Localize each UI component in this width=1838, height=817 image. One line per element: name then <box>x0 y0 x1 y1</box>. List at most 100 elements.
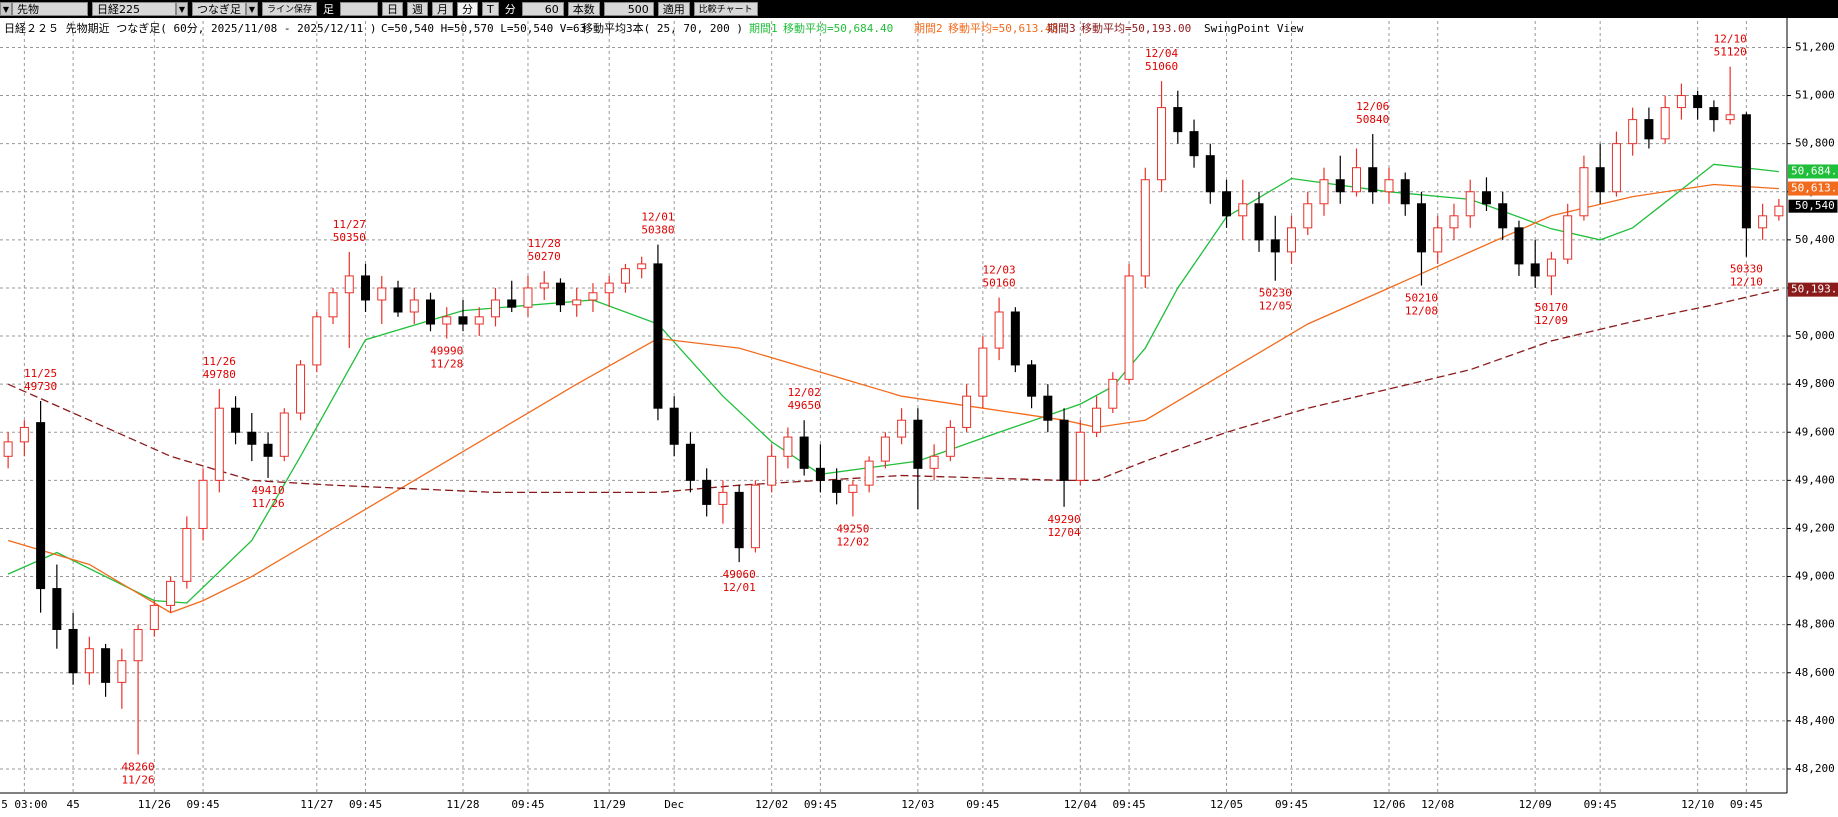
swing-price: 49290 <box>1048 513 1081 526</box>
y-tick-label: 49,400 <box>1795 473 1835 486</box>
period-button[interactable]: 日 <box>382 2 404 16</box>
period-button[interactable]: 分 <box>457 2 479 16</box>
candle-body <box>702 479 712 505</box>
candle-body <box>214 407 224 481</box>
candle-body <box>1222 191 1232 217</box>
x-tick-label: 09:45 <box>1275 798 1308 811</box>
swing-price: 50380 <box>641 224 674 237</box>
apply-button[interactable]: 適用 <box>657 2 690 16</box>
candle-body <box>1709 107 1719 121</box>
candle-body <box>1693 95 1703 109</box>
candle-body <box>1368 167 1378 193</box>
swing-date: 11/28 <box>430 357 463 370</box>
candle-body <box>1481 191 1491 205</box>
y-tick-label: 49,600 <box>1795 425 1835 438</box>
legend-name: 期間1 <box>749 22 778 35</box>
candle-body <box>978 347 988 397</box>
minutes-input[interactable]: 60 <box>521 2 564 16</box>
dropdown-arrow[interactable]: ▼ <box>246 2 258 16</box>
swing-date: 11/26 <box>122 774 155 787</box>
candle-body <box>832 479 842 493</box>
market[interactable]: 先物 <box>12 2 88 16</box>
candle-body <box>1725 114 1735 121</box>
candle-body <box>572 299 582 306</box>
candle-body <box>750 484 760 549</box>
period-button[interactable]: T <box>482 2 499 16</box>
swing-price: 49990 <box>430 344 463 357</box>
candle-body <box>296 364 306 414</box>
candle-body <box>263 443 273 457</box>
x-tick-label: 09:45 <box>187 798 220 811</box>
swing-date: 11/26 <box>203 355 236 368</box>
candle-body <box>1010 311 1020 366</box>
moving-average-line <box>7 183 1779 614</box>
candle-body <box>1319 179 1329 205</box>
swing-price: 49730 <box>24 380 57 393</box>
candle-body <box>149 604 159 630</box>
period-button[interactable]: 月 <box>432 2 454 16</box>
candle-body <box>994 311 1004 349</box>
x-tick-label: 12/08 <box>1421 798 1454 811</box>
candle-body <box>1108 378 1118 409</box>
swing-price: 49410 <box>251 484 284 497</box>
y-tick-label: 50,000 <box>1795 329 1835 342</box>
candle-body <box>1157 107 1167 181</box>
chart-background <box>0 18 1838 817</box>
quote: C=50,540 H=50,570 L=50,540 V=63 <box>381 22 586 35</box>
candle-body <box>101 648 111 683</box>
candle-body <box>1676 95 1686 109</box>
x-tick-label: 12/04 <box>1064 798 1097 811</box>
chart-kind[interactable]: つなぎ足 <box>192 2 246 16</box>
dropdown-arrow[interactable]: ▼ <box>0 2 12 16</box>
candle-body <box>1173 107 1183 133</box>
x-tick-label: 12/09 <box>1519 798 1552 811</box>
candle-body <box>1238 203 1248 217</box>
swing-price: 49780 <box>203 368 236 381</box>
candle-body <box>1433 227 1443 253</box>
kind-select[interactable]: つなぎ足 ▼ <box>192 2 258 16</box>
chart-title: 日経２２５ 先物期近 つなぎ足( 60分, 2025/11/08 - 2025/… <box>4 21 377 35</box>
candle-body <box>1758 215 1768 229</box>
swing-price: 51060 <box>1145 60 1178 73</box>
candle-body <box>945 426 955 457</box>
market-select[interactable]: ▼ 先物 <box>0 2 88 16</box>
candle-body <box>361 275 371 301</box>
swing-date: 11/27 <box>333 218 366 231</box>
save-line-button[interactable]: ライン保存 <box>262 2 318 16</box>
candle-body <box>767 455 777 486</box>
y-tick-label: 48,200 <box>1795 762 1835 775</box>
compare-button[interactable]: 比較チャート <box>693 2 758 16</box>
period-button[interactable]: 週 <box>407 2 429 16</box>
swing-date: 12/02 <box>836 535 869 548</box>
candle-body <box>653 263 663 409</box>
candle-body <box>620 268 630 284</box>
candle-body <box>555 282 565 306</box>
swing-date: 12/04 <box>1048 526 1081 539</box>
dropdown-arrow[interactable]: ▼ <box>176 2 188 16</box>
swing-date: 12/01 <box>641 211 674 224</box>
y-tick-label: 48,600 <box>1795 666 1835 679</box>
symbol[interactable]: 日経225 <box>92 2 176 16</box>
candle-body <box>19 426 29 443</box>
candle-body <box>523 287 533 308</box>
candle-body <box>507 299 517 308</box>
count-input[interactable]: 500 <box>603 2 654 16</box>
y-tick-label: 49,800 <box>1795 377 1835 390</box>
candle-body <box>442 316 452 325</box>
x-tick-label: 12/10 <box>1681 798 1714 811</box>
candle-body <box>913 419 923 469</box>
swing-price: 50350 <box>333 231 366 244</box>
candle-body <box>1043 395 1053 421</box>
candle-body <box>1449 215 1459 229</box>
candle-body <box>1660 107 1670 140</box>
candle-body <box>36 422 46 590</box>
candle-body <box>588 292 598 301</box>
candle-body <box>1595 167 1605 193</box>
candle-body <box>815 467 825 481</box>
bar-input[interactable] <box>340 2 379 16</box>
candle-body <box>84 648 94 674</box>
symbol-select[interactable]: 日経225 ▼ <box>92 2 188 16</box>
candle-body <box>929 455 939 469</box>
swing-date: 12/05 <box>1259 300 1292 313</box>
view-label: SwingPoint View <box>1204 22 1304 35</box>
